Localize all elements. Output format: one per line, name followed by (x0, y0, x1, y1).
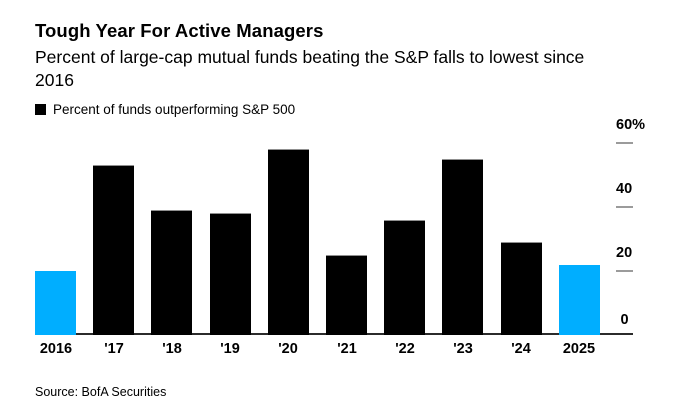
bar-22 (384, 220, 425, 335)
y-axis-label-60: 60% (616, 117, 646, 133)
x-axis-label-19: '19 (220, 341, 240, 357)
x-axis-label-20: '20 (278, 341, 298, 357)
y-axis-tick-60 (616, 142, 633, 144)
bar-2025 (559, 265, 600, 335)
bar-24 (501, 242, 542, 335)
x-axis-label-17: '17 (104, 341, 124, 357)
x-axis-label-2025: 2025 (562, 341, 596, 357)
chart-subtitle: Percent of large-cap mutual funds beatin… (35, 46, 584, 92)
bar-19 (210, 213, 251, 335)
x-axis-label-18: '18 (162, 341, 182, 357)
x-axis-label-23: '23 (453, 341, 473, 357)
bar-20 (268, 149, 309, 335)
legend-swatch-icon (35, 103, 46, 115)
y-axis-label-0: 0 (620, 312, 629, 328)
bar-21 (326, 255, 367, 335)
x-axis-label-21: '21 (337, 341, 357, 357)
bar-18 (151, 210, 192, 335)
bar-23 (442, 159, 483, 335)
source-note: Source: BofA Securities (35, 385, 167, 399)
chart-title: Tough Year For Active Managers (35, 20, 324, 41)
x-axis-label-2016: 2016 (39, 341, 73, 357)
x-axis-label-22: '22 (395, 341, 415, 357)
chart-subtitle-line1: Percent of large-cap mutual funds beatin… (35, 47, 585, 67)
y-axis-label-20: 20 (616, 245, 633, 261)
x-axis-label-24: '24 (511, 341, 531, 357)
y-axis-label-40: 40 (616, 181, 633, 197)
legend: Percent of funds outperforming S&P 500 (35, 101, 296, 117)
bar-2016 (35, 271, 76, 335)
y-axis-tick-40 (616, 206, 633, 208)
legend-label: Percent of funds outperforming S&P 500 (53, 101, 296, 117)
chart-subtitle-line2: 2016 (35, 70, 74, 90)
bar-17 (93, 165, 134, 335)
y-axis-tick-20 (616, 270, 633, 272)
